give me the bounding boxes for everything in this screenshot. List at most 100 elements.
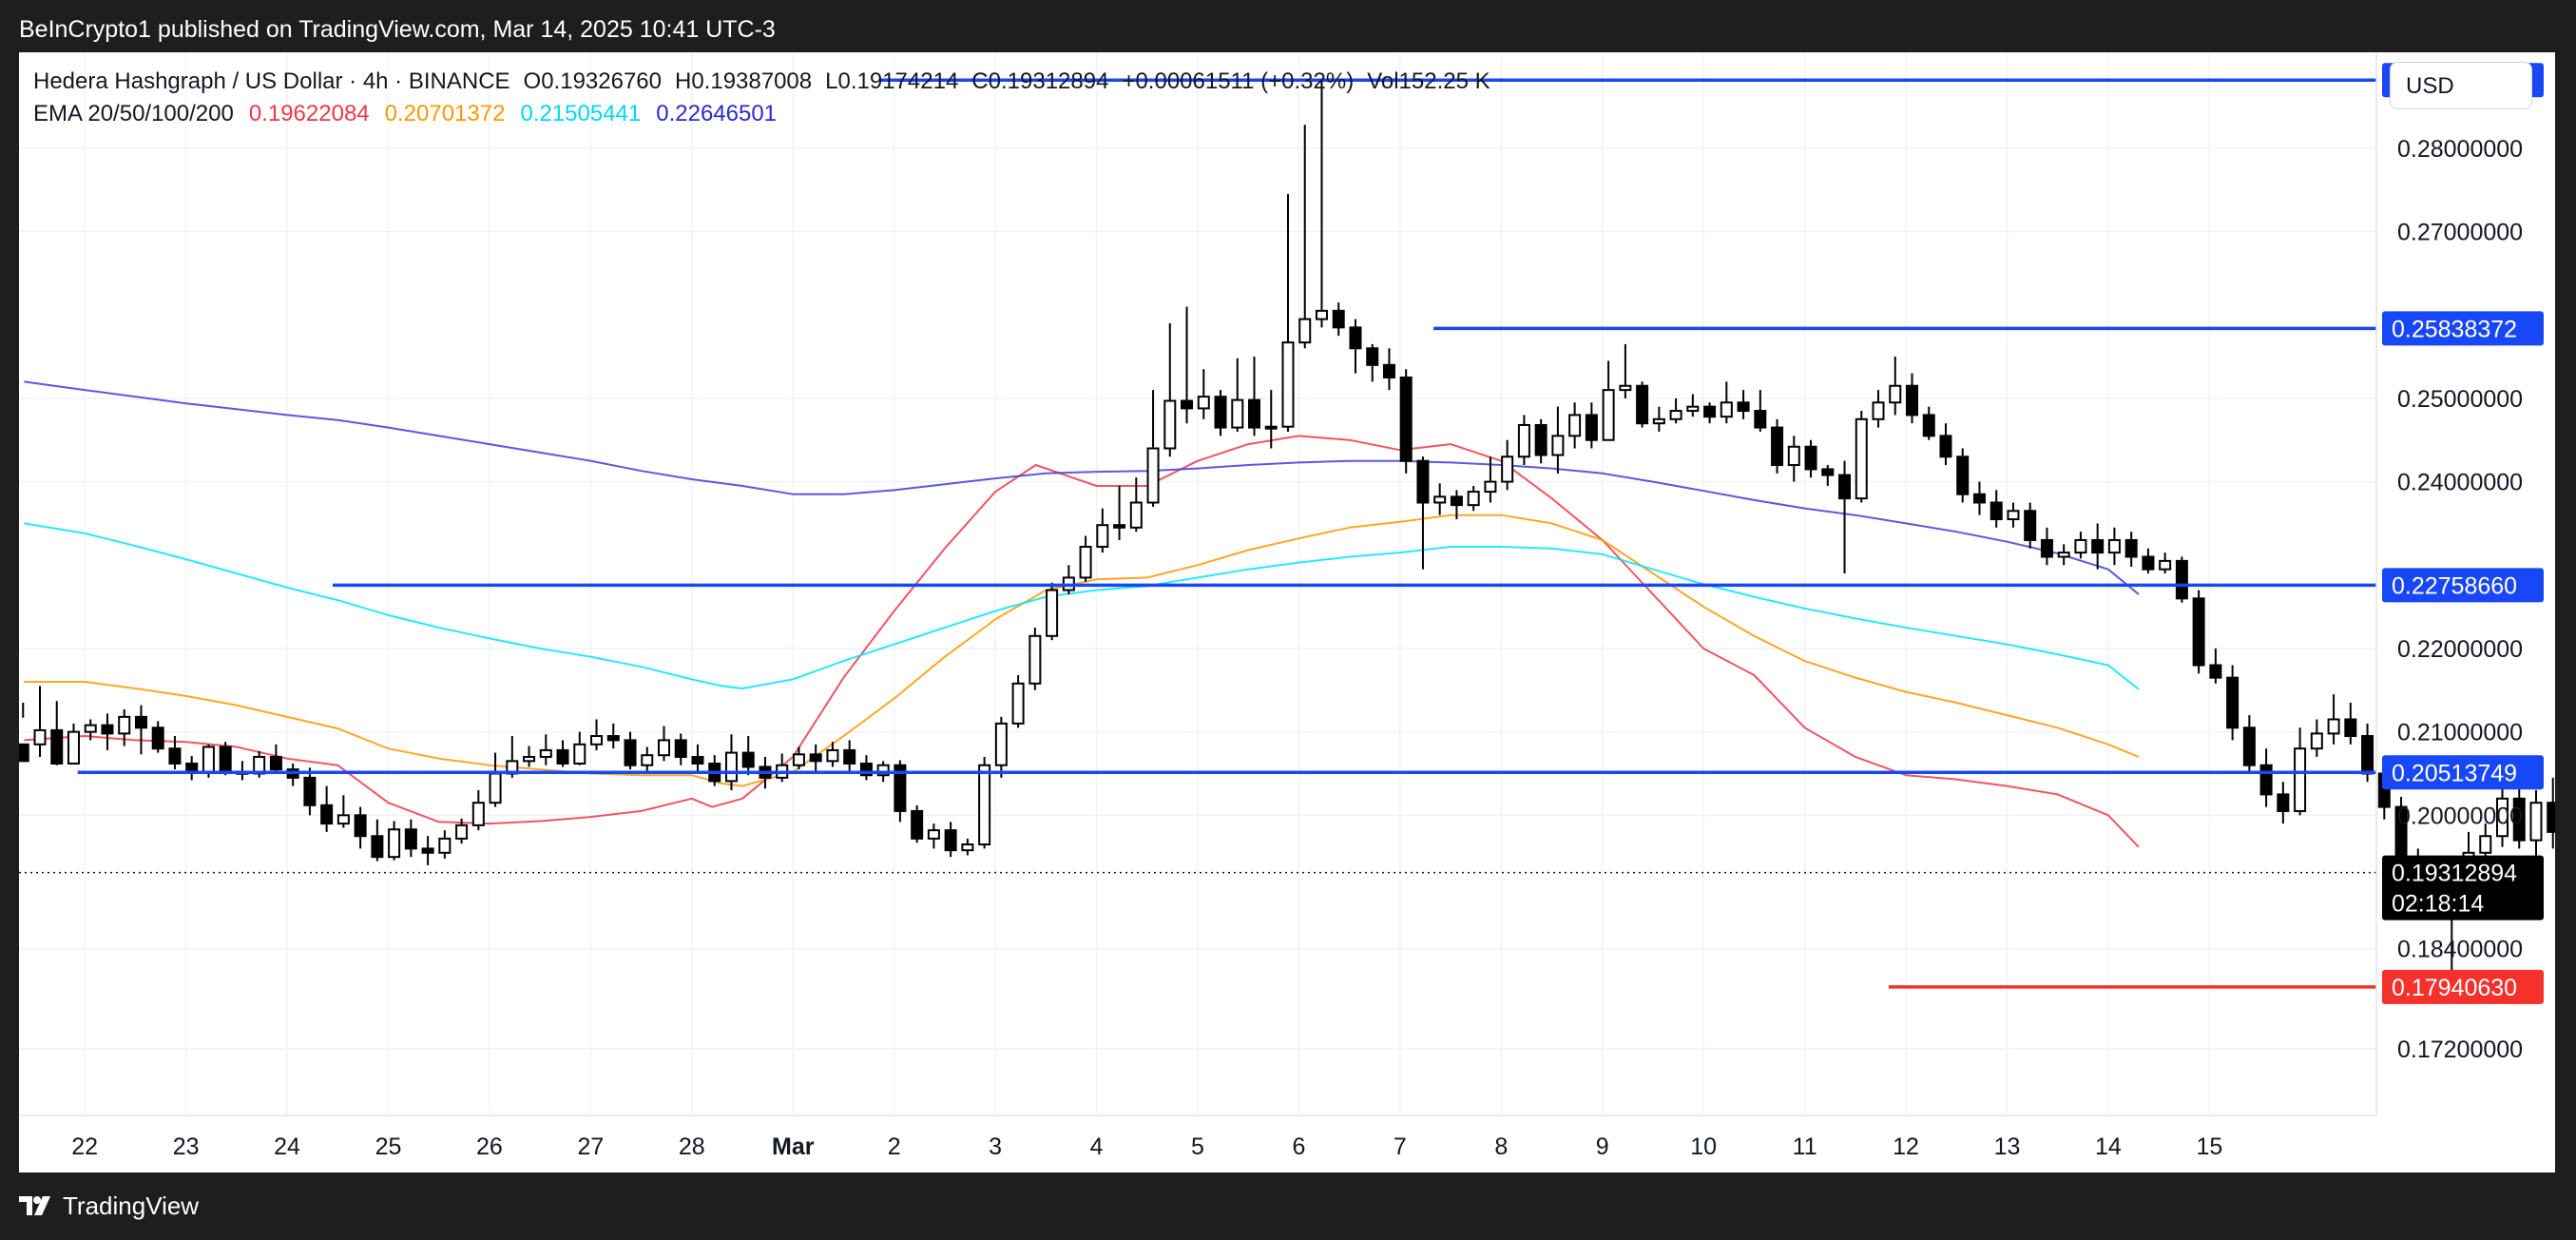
candle-body — [1720, 401, 1733, 418]
candle — [1855, 411, 1868, 503]
candle-body — [1046, 589, 1059, 637]
candle — [1551, 406, 1565, 474]
ema-row: EMA 20/50/100/200 0.19622084 0.20701372 … — [33, 98, 1490, 130]
time-tick-label: 15 — [2196, 1133, 2222, 1160]
time-tick-label: 10 — [1690, 1133, 1717, 1160]
candle — [1501, 439, 1514, 491]
candle-body — [1484, 480, 1497, 494]
candle — [404, 819, 417, 858]
symbol-label[interactable]: Hedera Hashgraph / US Dollar · 4h · BINA… — [33, 68, 510, 94]
volume-value: Vol152.25 K — [1367, 68, 1490, 94]
candle-body — [1517, 423, 1530, 458]
time-tick-label: 13 — [1994, 1133, 2021, 1160]
candle-body — [657, 739, 670, 757]
candle — [1652, 406, 1665, 432]
candle — [809, 744, 822, 774]
currency-button[interactable]: USD — [2390, 62, 2532, 109]
candle-body — [1889, 384, 1902, 404]
ema100-value: 0.21505441 — [520, 101, 642, 126]
candle — [674, 733, 687, 765]
candle — [2277, 782, 2290, 824]
candle — [523, 746, 536, 767]
candle — [1450, 490, 1463, 520]
candle — [1096, 508, 1109, 553]
candle-body — [101, 724, 114, 735]
candle-body — [994, 722, 1008, 766]
price-tick-label: 0.20000000 — [2397, 803, 2523, 829]
candle-body — [421, 847, 434, 854]
candle-body — [1838, 474, 1852, 500]
candle-body — [1079, 545, 1092, 579]
candle — [691, 744, 704, 771]
time-tick-label: 5 — [1191, 1133, 1204, 1160]
candle — [2142, 548, 2155, 574]
candle-body — [1669, 410, 1682, 420]
tradingview-logo-icon[interactable] — [19, 1194, 55, 1217]
candle — [471, 790, 485, 831]
candle — [1821, 465, 1835, 486]
candle-body — [961, 843, 974, 852]
candle-body — [2192, 597, 2205, 667]
candle-body — [1382, 363, 1395, 378]
candle-body — [118, 715, 131, 735]
candle — [2159, 552, 2172, 574]
chart-panel[interactable]: 0.28000000 0.27000000 0.25000000 0.24000000… — [19, 52, 2555, 1172]
close-value: C0.19312894 — [971, 68, 1109, 94]
price-chart[interactable]: 0.28000000 0.27000000 0.25000000 0.24000000… — [19, 52, 2555, 1172]
publisher-text: BeInCrypto1 published on TradingView.com… — [19, 16, 776, 43]
candle — [2209, 648, 2222, 684]
candle-body — [1585, 414, 1598, 441]
candle — [2057, 544, 2070, 566]
candle-body — [1163, 399, 1177, 450]
candle — [1720, 381, 1733, 424]
candle — [1602, 360, 1615, 441]
candle-body — [876, 764, 890, 777]
candle-body — [911, 809, 924, 840]
candle-body — [50, 728, 64, 765]
candle-body — [927, 829, 940, 840]
candle — [2040, 527, 2053, 566]
current-price-label-bg — [2382, 855, 2544, 920]
ema-label[interactable]: EMA 20/50/100/200 — [33, 101, 234, 126]
candle — [1163, 322, 1177, 457]
candle — [1804, 439, 1817, 478]
footer-brand[interactable]: TradingView — [63, 1192, 200, 1220]
candle — [994, 716, 1008, 778]
candle — [1838, 460, 1852, 574]
candle-body — [2007, 510, 2020, 521]
candle-body — [724, 751, 738, 783]
candle-body — [1922, 414, 1935, 437]
candle-body — [573, 743, 586, 765]
candle-body — [2226, 676, 2240, 729]
candle-body — [2547, 802, 2555, 833]
candle — [927, 823, 940, 849]
candle-body — [1754, 410, 1767, 429]
candle-body — [388, 828, 401, 859]
current-price-label: 0.19312894 — [2392, 861, 2517, 887]
candle-body — [1096, 524, 1109, 548]
candle — [1028, 628, 1042, 690]
candle — [371, 819, 384, 862]
candle — [151, 721, 164, 753]
candle-body — [1129, 501, 1143, 529]
open-value: O0.19326760 — [523, 68, 662, 94]
price-tick-label: 0.18400000 — [2397, 937, 2523, 963]
candle — [539, 734, 552, 765]
candle-body — [354, 814, 367, 838]
candle-body — [1972, 493, 1986, 504]
change-value: +0.00061511 (+0.32%) — [1122, 68, 1355, 94]
candle — [134, 705, 147, 755]
candle — [168, 736, 182, 770]
candle — [1298, 125, 1312, 349]
candle-body — [1248, 398, 1261, 429]
candle — [2175, 556, 2188, 603]
candle-body — [1636, 384, 1649, 425]
chart-legend: Hedera Hashgraph / US Dollar · 4h · BINA… — [33, 66, 1490, 130]
candle-body — [1433, 495, 1447, 504]
level-price-label: 0.22758660 — [2392, 572, 2517, 599]
candle-body — [455, 823, 469, 840]
candle — [1146, 390, 1160, 507]
candle — [269, 744, 282, 774]
candle — [624, 731, 637, 770]
